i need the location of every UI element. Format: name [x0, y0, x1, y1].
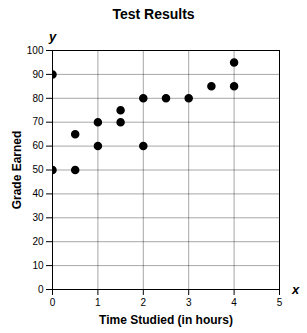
svg-text:3: 3	[186, 297, 192, 308]
svg-text:4: 4	[231, 297, 237, 308]
svg-text:y: y	[48, 29, 57, 44]
svg-text:90: 90	[32, 69, 44, 80]
svg-text:0: 0	[50, 297, 56, 308]
svg-text:40: 40	[32, 188, 44, 199]
svg-text:1: 1	[95, 297, 101, 308]
svg-text:100: 100	[27, 45, 44, 56]
svg-text:2: 2	[141, 297, 147, 308]
svg-text:80: 80	[32, 93, 44, 104]
svg-text:Time Studied (in hours): Time Studied (in hours)	[99, 313, 233, 327]
svg-text:20: 20	[32, 236, 44, 247]
svg-text:10: 10	[32, 260, 44, 271]
svg-text:5: 5	[277, 297, 283, 308]
svg-text:70: 70	[32, 116, 44, 127]
svg-text:60: 60	[32, 140, 44, 151]
html-text:Test Results: Test Results	[112, 6, 195, 22]
svg-text:Grade Earned: Grade Earned	[10, 131, 24, 210]
svg-text:30: 30	[32, 212, 44, 223]
svg-text:50: 50	[32, 164, 44, 175]
svg-text:0: 0	[38, 284, 44, 295]
svg-text:x: x	[291, 282, 300, 297]
